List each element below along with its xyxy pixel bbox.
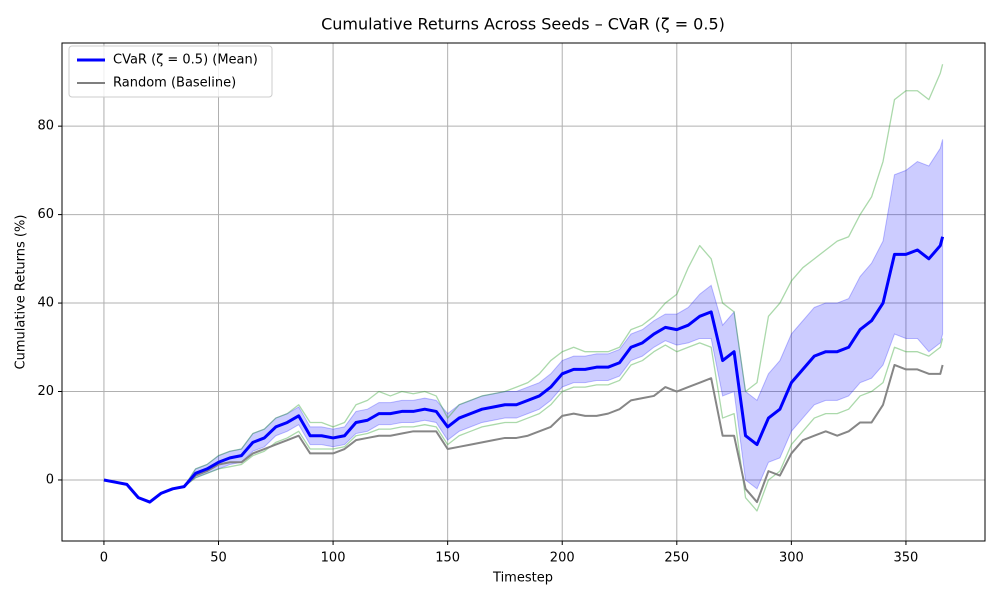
seed-line xyxy=(103,64,944,503)
series-line xyxy=(103,363,944,504)
y-tick-label: 40 xyxy=(37,296,54,311)
x-tick-label: 0 xyxy=(100,551,108,566)
legend-label: Random (Baseline) xyxy=(113,76,236,91)
x-tick-label: 350 xyxy=(894,551,919,566)
x-tick-label: 250 xyxy=(664,551,689,566)
x-tick-label: 200 xyxy=(550,551,575,566)
y-tick-label: 80 xyxy=(37,119,54,134)
band xyxy=(103,139,944,503)
x-tick-label: 50 xyxy=(210,551,227,566)
y-tick-label: 0 xyxy=(46,472,54,487)
legend-box xyxy=(68,45,273,98)
chart-title: Cumulative Returns Across Seeds – CVaR (… xyxy=(321,15,725,34)
y-tick-label: 60 xyxy=(37,207,54,222)
legend-label: CVaR (ζ = 0.5) (Mean) xyxy=(113,53,258,68)
x-tick-label: 300 xyxy=(779,551,804,566)
x-tick-label: 150 xyxy=(435,551,460,566)
y-axis-label: Cumulative Returns (%) xyxy=(14,215,29,370)
series-line xyxy=(103,236,945,504)
x-tick-label: 100 xyxy=(321,551,346,566)
x-axis-label: Timestep xyxy=(492,571,553,586)
axes-frame xyxy=(61,42,986,542)
seed-line xyxy=(103,338,944,512)
y-tick-label: 20 xyxy=(37,384,54,399)
plot-area xyxy=(103,64,945,512)
